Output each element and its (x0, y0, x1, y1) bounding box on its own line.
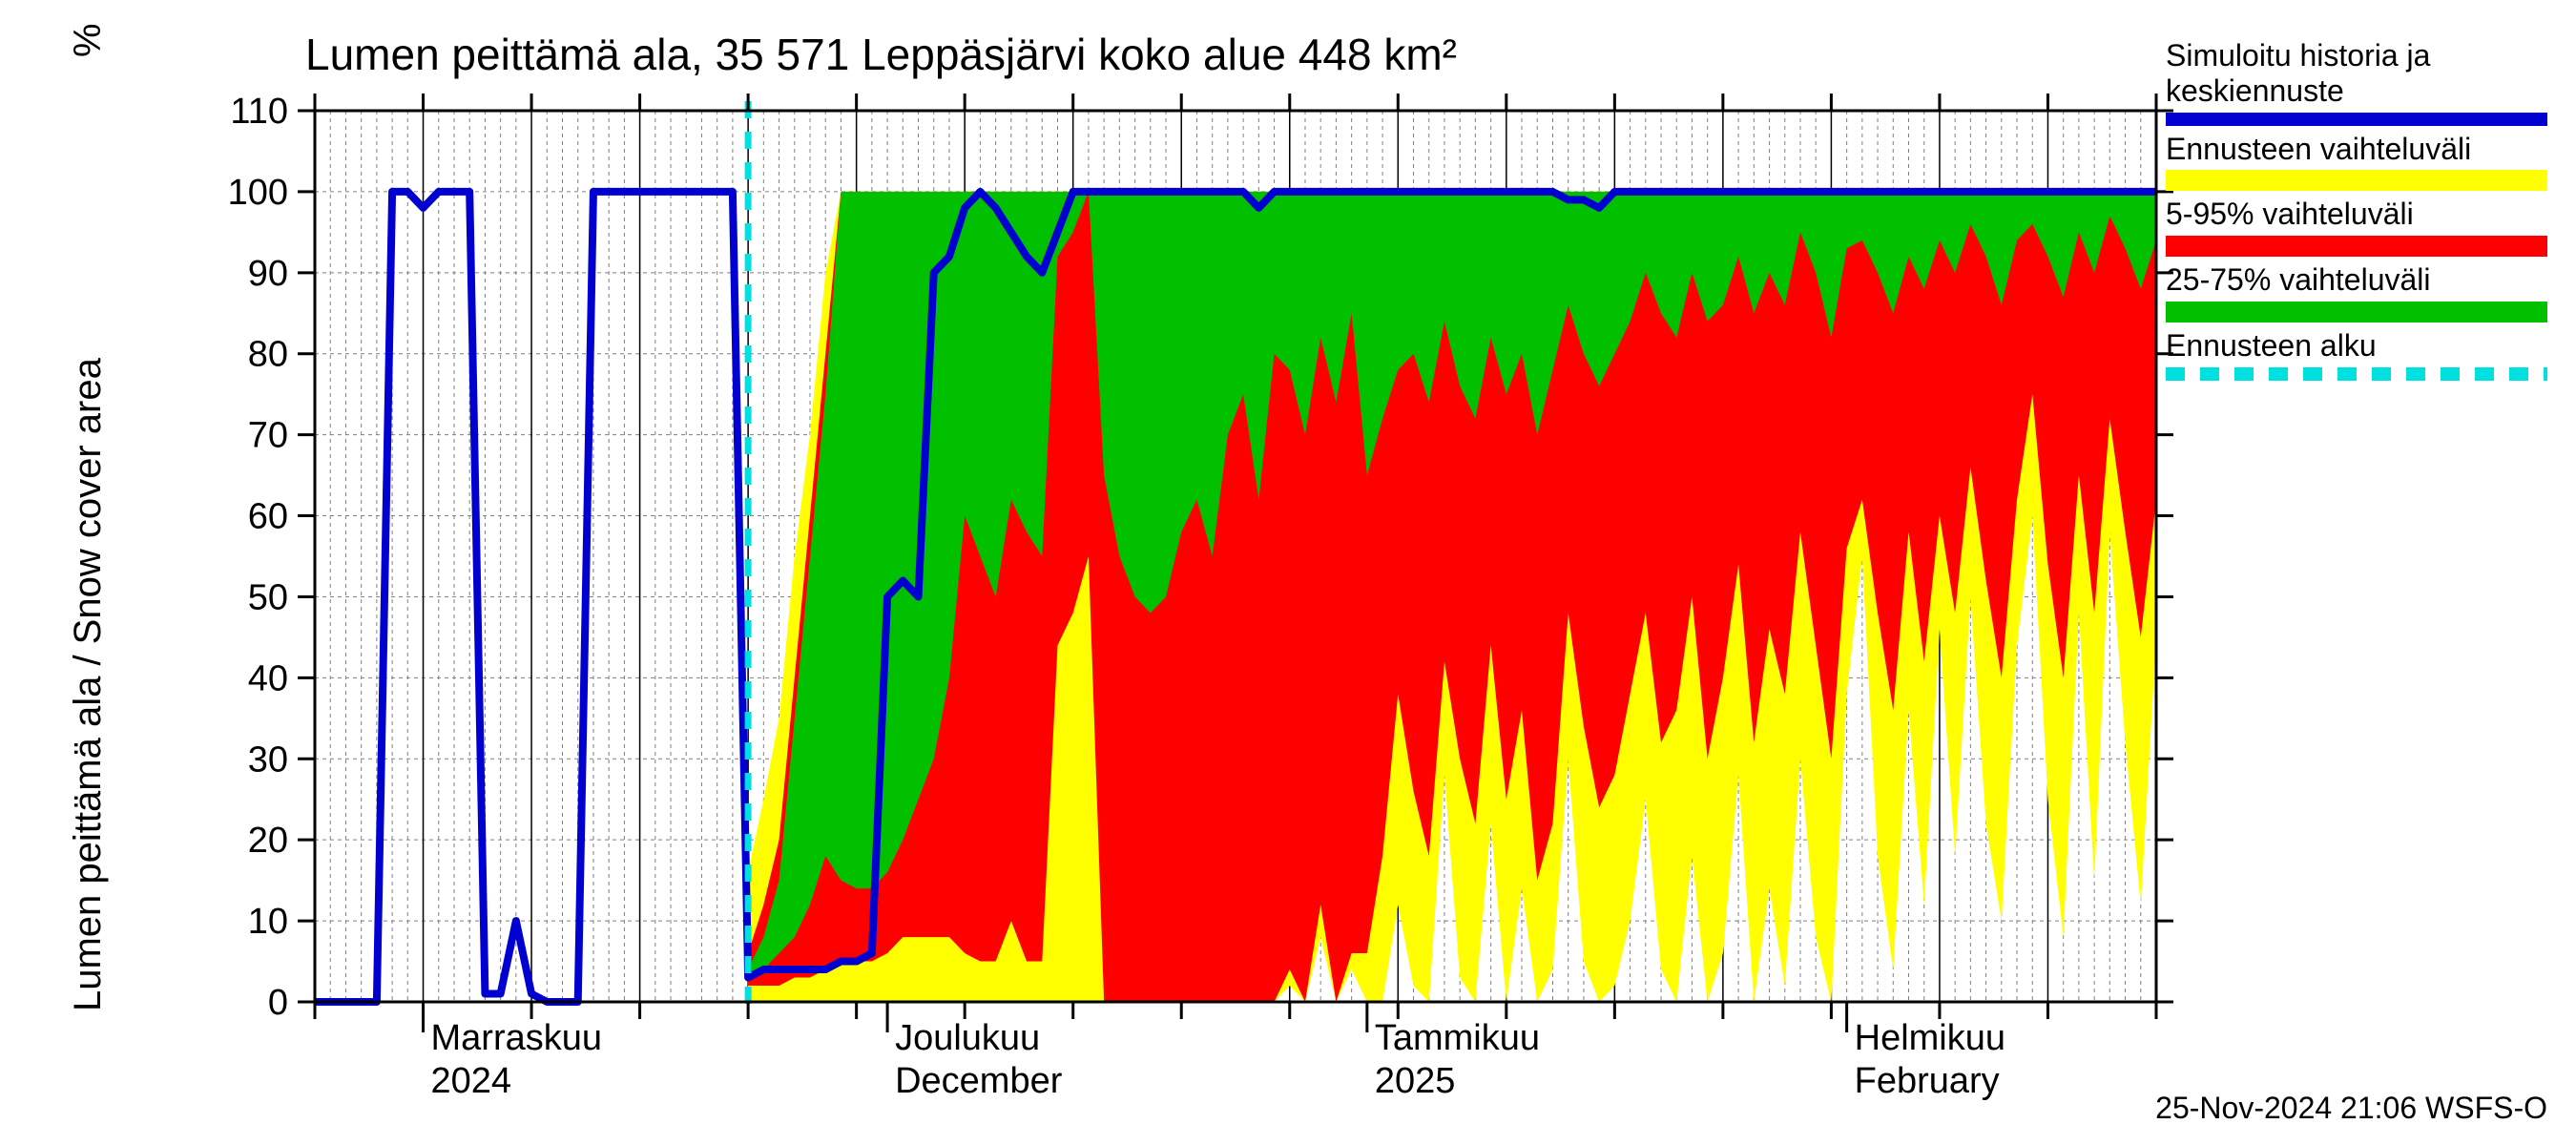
svg-text:Tammikuu: Tammikuu (1375, 1018, 1540, 1058)
legend-item: 25-75% vaihteluväli (2166, 262, 2547, 323)
svg-text:0: 0 (268, 983, 288, 1023)
legend-item: Simuloitu historia ja keskiennuste (2166, 38, 2547, 126)
legend-item: 5-95% vaihteluväli (2166, 197, 2547, 257)
svg-text:80: 80 (248, 335, 288, 375)
svg-text:February: February (1855, 1061, 2000, 1101)
chart-title: Lumen peittämä ala, 35 571 Leppäsjärvi k… (305, 29, 1457, 80)
legend-item: Ennusteen alku (2166, 328, 2547, 381)
legend-label: Ennusteen alku (2166, 328, 2547, 364)
legend-item: Ennusteen vaihteluväli (2166, 132, 2547, 192)
svg-text:Marraskuu: Marraskuu (431, 1018, 603, 1058)
svg-text:20: 20 (248, 821, 288, 861)
svg-text:90: 90 (248, 254, 288, 294)
legend-label: Ennusteen vaihteluväli (2166, 132, 2547, 167)
y-unit: % (67, 23, 110, 57)
legend-label: Simuloitu historia ja keskiennuste (2166, 38, 2547, 109)
legend-swatch (2166, 302, 2547, 323)
legend-swatch (2166, 367, 2547, 381)
svg-text:2025: 2025 (1375, 1061, 1456, 1101)
svg-text:50: 50 (248, 577, 288, 617)
svg-text:10: 10 (248, 902, 288, 942)
svg-text:60: 60 (248, 497, 288, 537)
chart-container: Lumen peittämä ala, 35 571 Leppäsjärvi k… (0, 0, 2576, 1145)
legend-swatch (2166, 113, 2547, 126)
legend-swatch (2166, 236, 2547, 257)
legend-swatch (2166, 170, 2547, 191)
svg-text:Helmikuu: Helmikuu (1855, 1018, 2005, 1058)
legend-label: 5-95% vaihteluväli (2166, 197, 2547, 232)
svg-text:100: 100 (228, 173, 288, 213)
svg-text:40: 40 (248, 658, 288, 698)
legend: Simuloitu historia ja keskiennuste Ennust… (2166, 38, 2547, 386)
svg-text:70: 70 (248, 416, 288, 456)
svg-text:110: 110 (230, 92, 288, 132)
y-axis-label: Lumen peittämä ala / Snow cover area (67, 358, 110, 1011)
legend-label: 25-75% vaihteluväli (2166, 262, 2547, 298)
svg-text:December: December (895, 1061, 1063, 1101)
svg-text:Joulukuu: Joulukuu (895, 1018, 1040, 1058)
svg-text:30: 30 (248, 739, 288, 780)
svg-text:2024: 2024 (431, 1061, 512, 1101)
timestamp-footer: 25-Nov-2024 21:06 WSFS-O (2155, 1091, 2547, 1126)
